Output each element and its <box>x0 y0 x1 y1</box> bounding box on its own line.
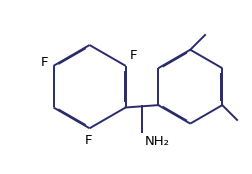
Text: NH₂: NH₂ <box>144 135 169 148</box>
Text: F: F <box>41 56 48 69</box>
Text: F: F <box>129 49 137 62</box>
Text: F: F <box>84 134 92 147</box>
